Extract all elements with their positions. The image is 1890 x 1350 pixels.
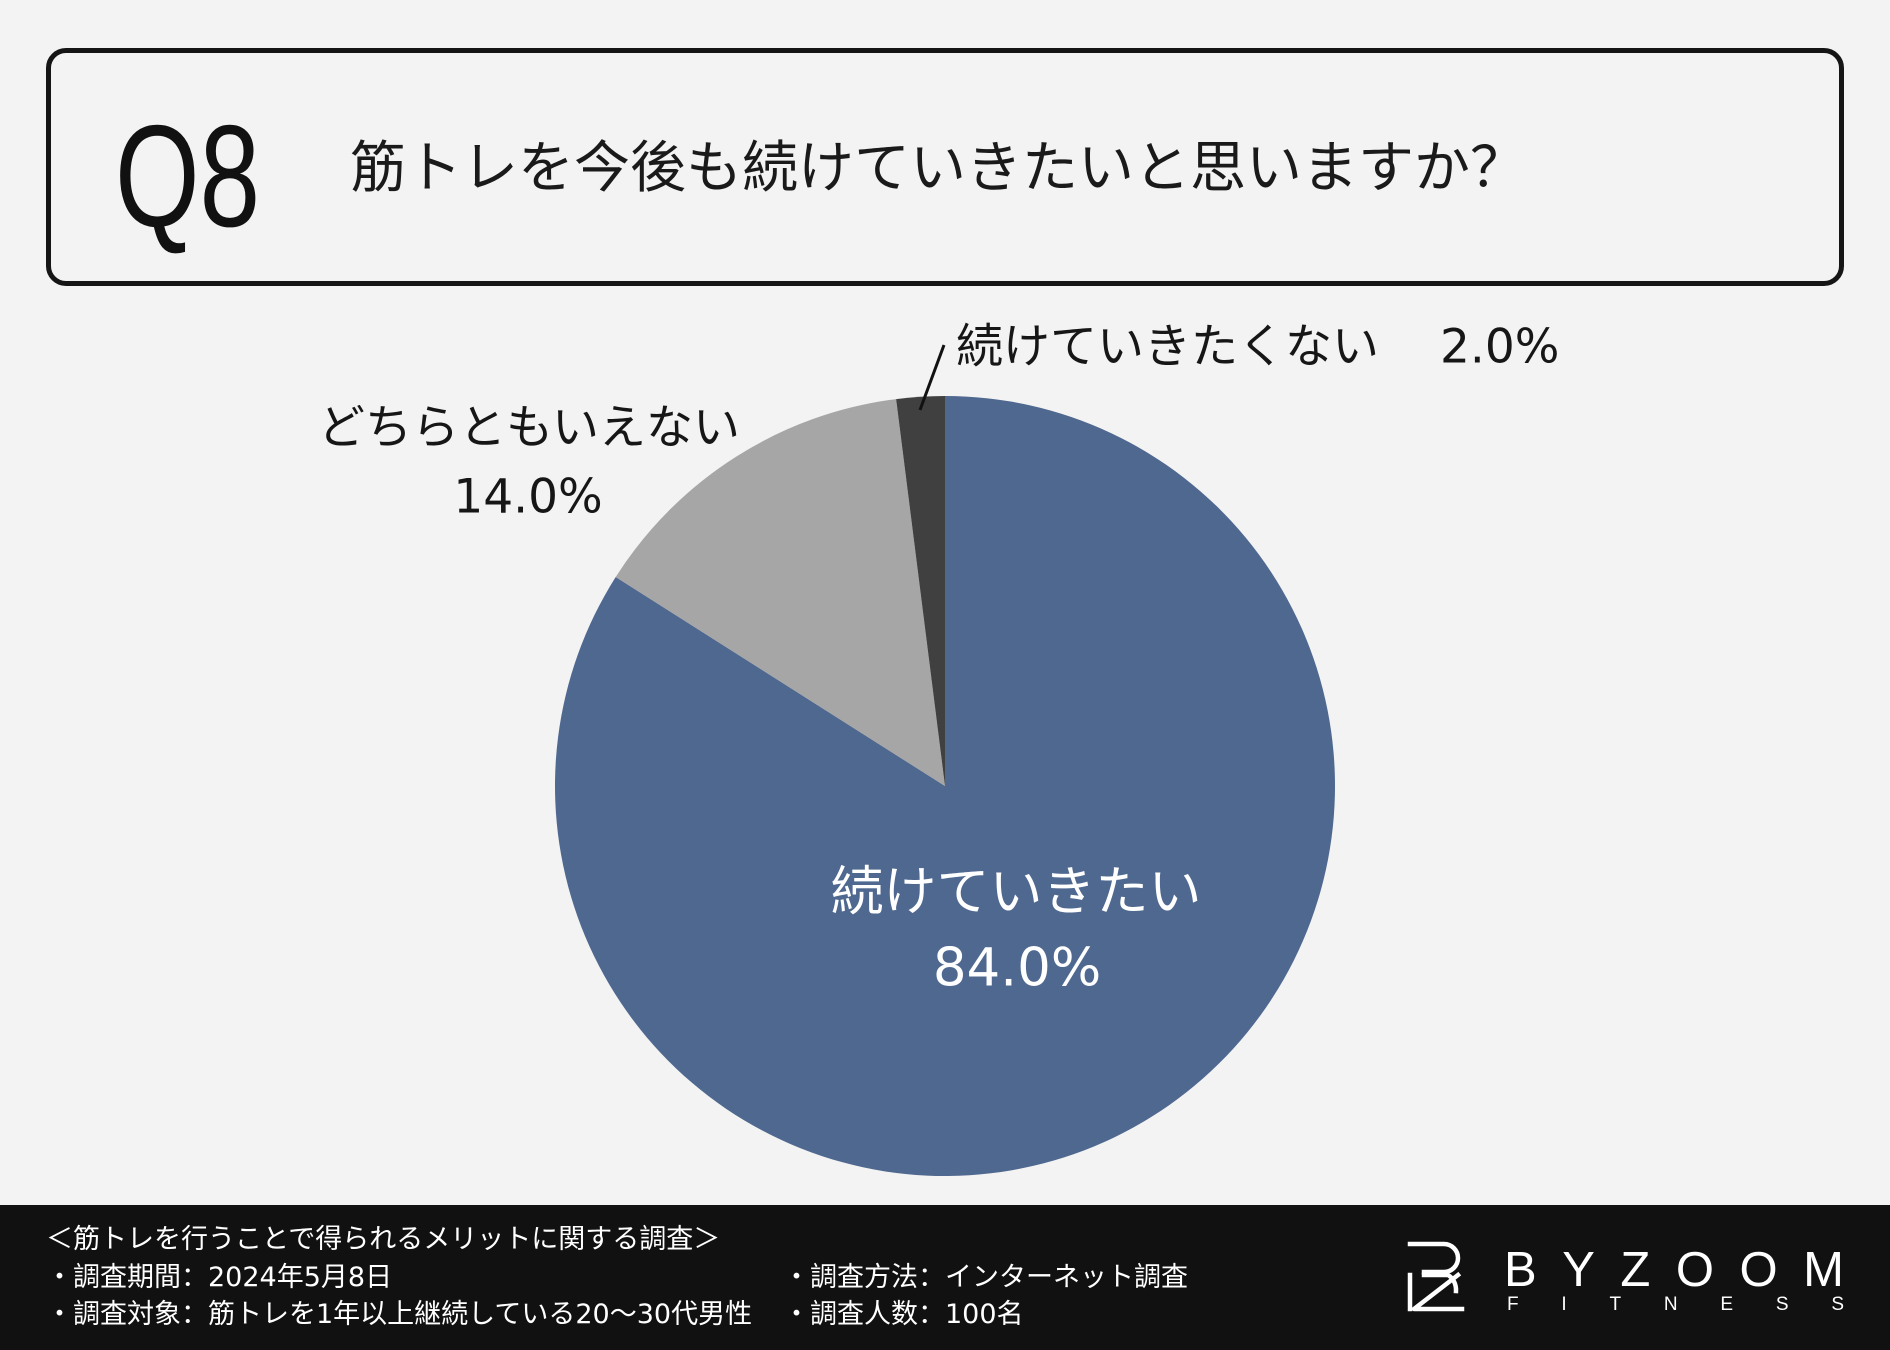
survey-info-right: ・調査方法：インターネット調査 ・調査人数：100名 [783, 1259, 1188, 1334]
question-header: Q8 筋トレを今後も続けていきたいと思いますか？ [46, 48, 1844, 286]
logo-wordmark: BYZOOM [1504, 1243, 1844, 1297]
leader-line [918, 344, 946, 411]
logo-tagline: FITNESS [1507, 1294, 1844, 1315]
slice-value-continue: 84.0% [933, 938, 1101, 999]
slice-label-undecided: どちらともいえない [318, 401, 740, 456]
pie-slice-undecided [615, 399, 945, 786]
survey-respondents: ・調査人数：100名 [783, 1299, 1024, 1330]
slice-label-not-continue: 続けていきたくない [956, 320, 1379, 375]
pie-slices [554, 396, 1335, 1177]
pie-slice-not-continue [896, 396, 945, 786]
slice-value-not-continue: 2.0% [1440, 320, 1559, 375]
survey-info-left: ＜筋トレを行うことで得られるメリットに関する調査＞ ・調査期間：2024年5月8… [46, 1221, 752, 1334]
survey-method: ・調査方法：インターネット調査 [783, 1261, 1188, 1293]
question-text: 筋トレを今後も続けていきたいと思いますか？ [350, 136, 1526, 201]
question-number: Q8 [115, 95, 261, 257]
survey-title: ＜筋トレを行うことで得られるメリットに関する調査＞ [46, 1224, 721, 1255]
byzoom-monogram-icon [1407, 1241, 1465, 1312]
survey-period: ・調査期間：2024年5月8日 [46, 1261, 393, 1293]
survey-target: ・調査対象：筋トレを1年以上継続している20〜30代男性 [46, 1299, 753, 1330]
byzoom-logo: BYZOOM FITNESS [1407, 1241, 1844, 1315]
survey-footer: ＜筋トレを行うことで得られるメリットに関する調査＞ ・調査期間：2024年5月8… [0, 1205, 1890, 1350]
pie-chart: 続けていきたい 84.0% どちらともいえない 14.0% 続けていきたくない … [318, 320, 1559, 1177]
slice-value-undecided: 14.0% [453, 470, 602, 525]
pie-slice-continue [554, 396, 1335, 1177]
slice-label-continue: 続けていきたい [831, 862, 1202, 923]
